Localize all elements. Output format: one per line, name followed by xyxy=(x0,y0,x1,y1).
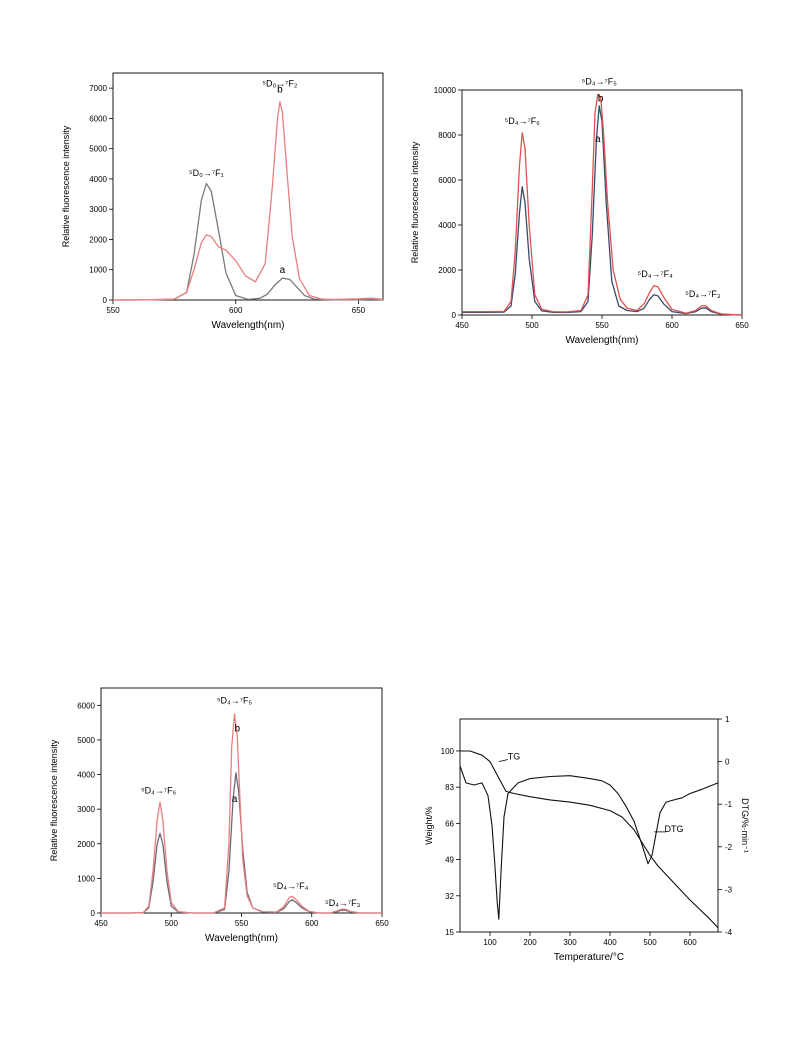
annotation-label: b xyxy=(598,93,604,104)
y-tick-label: 100 xyxy=(441,747,455,756)
y-tick-label: 66 xyxy=(445,819,454,828)
annotation-label: ⁵D₄→⁷F₄ xyxy=(638,269,674,279)
y-tick-label: 5000 xyxy=(89,145,107,154)
series-a-line xyxy=(462,105,743,316)
series-b-line xyxy=(101,713,382,914)
y-tick-label: 2000 xyxy=(77,840,95,849)
x-tick-label: 650 xyxy=(352,306,366,315)
annotation-label: ⁵D₄→⁷F₅ xyxy=(217,696,253,706)
x-tick-label: 650 xyxy=(375,919,389,928)
y2-tick-label: -1 xyxy=(725,800,733,809)
y-tick-label: 15 xyxy=(445,928,454,937)
tg-arrow xyxy=(498,759,509,762)
x-tick-label: 450 xyxy=(455,321,469,330)
plot-frame xyxy=(112,72,384,301)
annotation-label: b xyxy=(277,85,283,96)
x-tick-label: 550 xyxy=(595,321,609,330)
x-tick-label: 550 xyxy=(106,306,120,315)
chart-tb2: 450 500 550 600 650 0 1000 2000 3000 4000 5000 6000… xyxy=(49,687,389,944)
x-tick-label: 400 xyxy=(603,938,617,947)
x-tick-label: 600 xyxy=(305,919,319,928)
chart-tb1: 450 500 550 600 650 0 2000 4000 6000 8000 10000 Wav… xyxy=(410,76,749,346)
series-a-line xyxy=(112,182,384,301)
y-tick-label: 4000 xyxy=(438,221,456,230)
x-tick-label: 600 xyxy=(229,306,243,315)
y-tick-label: 1000 xyxy=(77,874,95,883)
x-tick-label: 600 xyxy=(665,321,679,330)
y-axis-label: Weight/% xyxy=(424,806,434,844)
y2-tick-label: -2 xyxy=(725,843,733,852)
annotation-label: ⁵D₄→⁷F₃ xyxy=(685,289,721,299)
x-axis-label: Wavelength(nm) xyxy=(205,933,278,944)
annotation-label: a xyxy=(232,794,238,805)
x-tick-label: 600 xyxy=(683,938,697,947)
y-tick-label: 0 xyxy=(103,296,108,305)
x-axis-label: Wavelength(nm) xyxy=(212,320,285,331)
y-tick-label: 5000 xyxy=(77,736,95,745)
series-TG-line xyxy=(460,750,719,929)
y-tick-label: 6000 xyxy=(89,114,107,123)
y-tick-label: 83 xyxy=(445,783,454,792)
annotation-label: a xyxy=(595,134,601,145)
annotation-label: TG xyxy=(508,751,521,761)
y-tick-label: 6000 xyxy=(438,176,456,185)
annotation-label: b xyxy=(235,723,241,734)
annotation-label: ⁵D₄→⁷F₃ xyxy=(325,898,361,908)
series-a-line xyxy=(101,772,382,914)
x-tick-label: 300 xyxy=(563,938,577,947)
plot-frame xyxy=(461,89,743,316)
chart-eu: 550 600 650 0 1000 2000 3000 4000 5000 6000 7000 Wa… xyxy=(61,72,384,331)
y-tick-label: 0 xyxy=(452,311,457,320)
series-b-line xyxy=(112,101,384,301)
x-tick-label: 500 xyxy=(165,919,179,928)
annotation-label: DTG xyxy=(665,824,684,834)
x-tick-label: 200 xyxy=(523,938,537,947)
x-tick-label: 650 xyxy=(735,321,749,330)
y-tick-label: 32 xyxy=(445,892,454,901)
chart-tga: 100 200 300 400 500 600 15 32 49 66 83 100 -4 -3 -2 -1 0… xyxy=(424,715,750,963)
x-tick-label: 450 xyxy=(94,919,108,928)
y2-tick-label: 0 xyxy=(725,758,730,767)
y-tick-label: 0 xyxy=(91,909,96,918)
y-tick-label: 1000 xyxy=(89,266,107,275)
y-axis-label: Relative fluorescence intensity xyxy=(61,125,71,247)
y2-tick-label: 1 xyxy=(725,715,730,724)
x-tick-label: 100 xyxy=(483,938,497,947)
y-tick-label: 2000 xyxy=(438,266,456,275)
plot-frame xyxy=(459,718,719,933)
y-tick-label: 10000 xyxy=(434,86,457,95)
y-tick-label: 6000 xyxy=(77,701,95,710)
x-tick-label: 550 xyxy=(235,919,249,928)
annotation-label: a xyxy=(280,265,286,276)
x-axis-label: Wavelength(nm) xyxy=(566,335,639,346)
annotation-label: ⁵D₀→⁷F₂ xyxy=(262,79,298,89)
x-axis-label: Temperature/°C xyxy=(554,952,624,963)
y-axis-label: Relative fluorescence intensity xyxy=(410,141,420,263)
annotation-label: ⁵D₄→⁷F₅ xyxy=(582,76,618,86)
y2-tick-label: -4 xyxy=(725,928,733,937)
y-tick-label: 4000 xyxy=(77,771,95,780)
x-tick-label: 500 xyxy=(525,321,539,330)
plot-frame xyxy=(100,687,383,914)
y-axis-label: Relative fluorescence intensity xyxy=(49,739,59,861)
annotation-label: ⁵D₀→⁷F₁ xyxy=(189,168,224,178)
annotation-label: ⁵D₄→⁷F₆ xyxy=(141,786,177,796)
y-tick-label: 3000 xyxy=(77,805,95,814)
y-tick-label: 3000 xyxy=(89,205,107,214)
y-tick-label: 49 xyxy=(445,856,454,865)
series-DTG-line xyxy=(459,765,719,920)
y2-axis-label: DTG/%·min⁻¹ xyxy=(740,798,750,853)
series-b-line xyxy=(462,93,743,316)
y-tick-label: 2000 xyxy=(89,235,107,244)
y2-tick-label: -3 xyxy=(725,885,733,894)
y-tick-label: 8000 xyxy=(438,131,456,140)
y-tick-label: 7000 xyxy=(89,84,107,93)
x-tick-label: 500 xyxy=(643,938,657,947)
y-tick-label: 4000 xyxy=(89,175,107,184)
annotation-label: ⁵D₄→⁷F₆ xyxy=(505,116,541,126)
annotation-label: ⁵D₄→⁷F₄ xyxy=(273,881,309,891)
